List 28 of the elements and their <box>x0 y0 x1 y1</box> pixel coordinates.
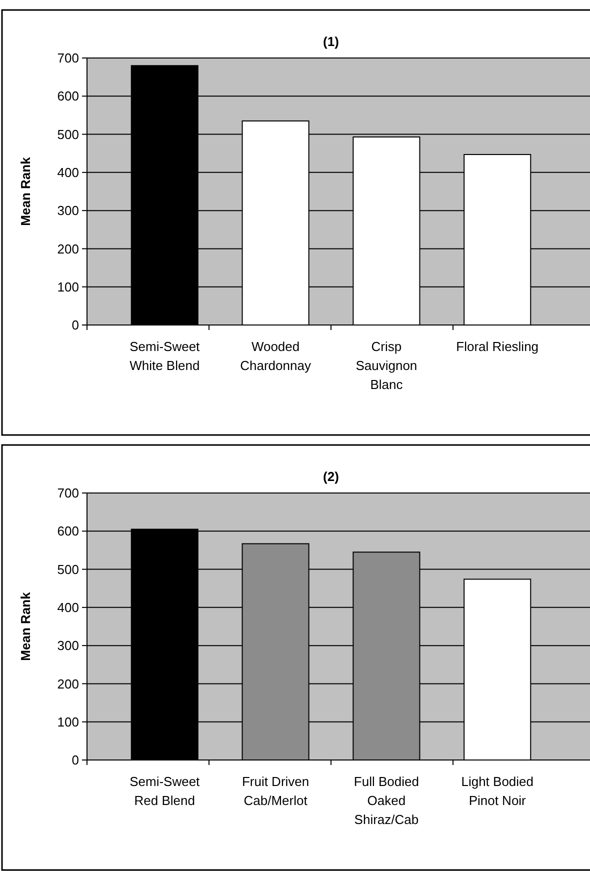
y-tick-label: 500 <box>57 126 79 142</box>
y-tick-label: 400 <box>57 164 79 180</box>
y-tick-label: 700 <box>57 50 79 66</box>
y-tick-label: 600 <box>57 524 79 539</box>
y-tick-label: 200 <box>57 241 79 256</box>
y-axis-title: Mean Rank <box>18 591 33 661</box>
chart-title: (1) <box>323 34 339 49</box>
x-tick-label: Semi-Sweet White Blend <box>130 339 200 373</box>
x-tick-label: Light Bodied Pinot Noir <box>461 774 534 808</box>
y-tick-label: 0 <box>72 752 79 768</box>
y-tick-label: 700 <box>57 486 79 501</box>
y-tick-label: 600 <box>57 88 79 104</box>
y-tick-label: 300 <box>57 203 79 218</box>
x-tick-label: Floral Riesling <box>456 339 539 354</box>
x-tick-label: Wooded Chardonnay <box>240 339 312 373</box>
x-tick-label: Semi-Sweet Red Blend <box>130 774 200 808</box>
y-tick-label: 200 <box>57 676 79 692</box>
y-axis-title: Mean Rank <box>18 156 33 226</box>
y-tick-label: 100 <box>57 714 79 730</box>
y-tick-label: 300 <box>57 638 79 654</box>
y-tick-label: 0 <box>72 318 79 333</box>
x-tick-label: Crisp Sauvignon Blanc <box>356 339 418 392</box>
y-tick-label: 100 <box>57 279 79 294</box>
y-tick-label: 400 <box>57 600 79 615</box>
chart-title: (2) <box>323 469 339 484</box>
y-tick-label: 500 <box>57 562 79 577</box>
x-tick-label: Full Bodied Oaked Shiraz/Cab <box>354 774 419 827</box>
x-tick-label: Fruit Driven Cab/Merlot <box>242 774 310 808</box>
